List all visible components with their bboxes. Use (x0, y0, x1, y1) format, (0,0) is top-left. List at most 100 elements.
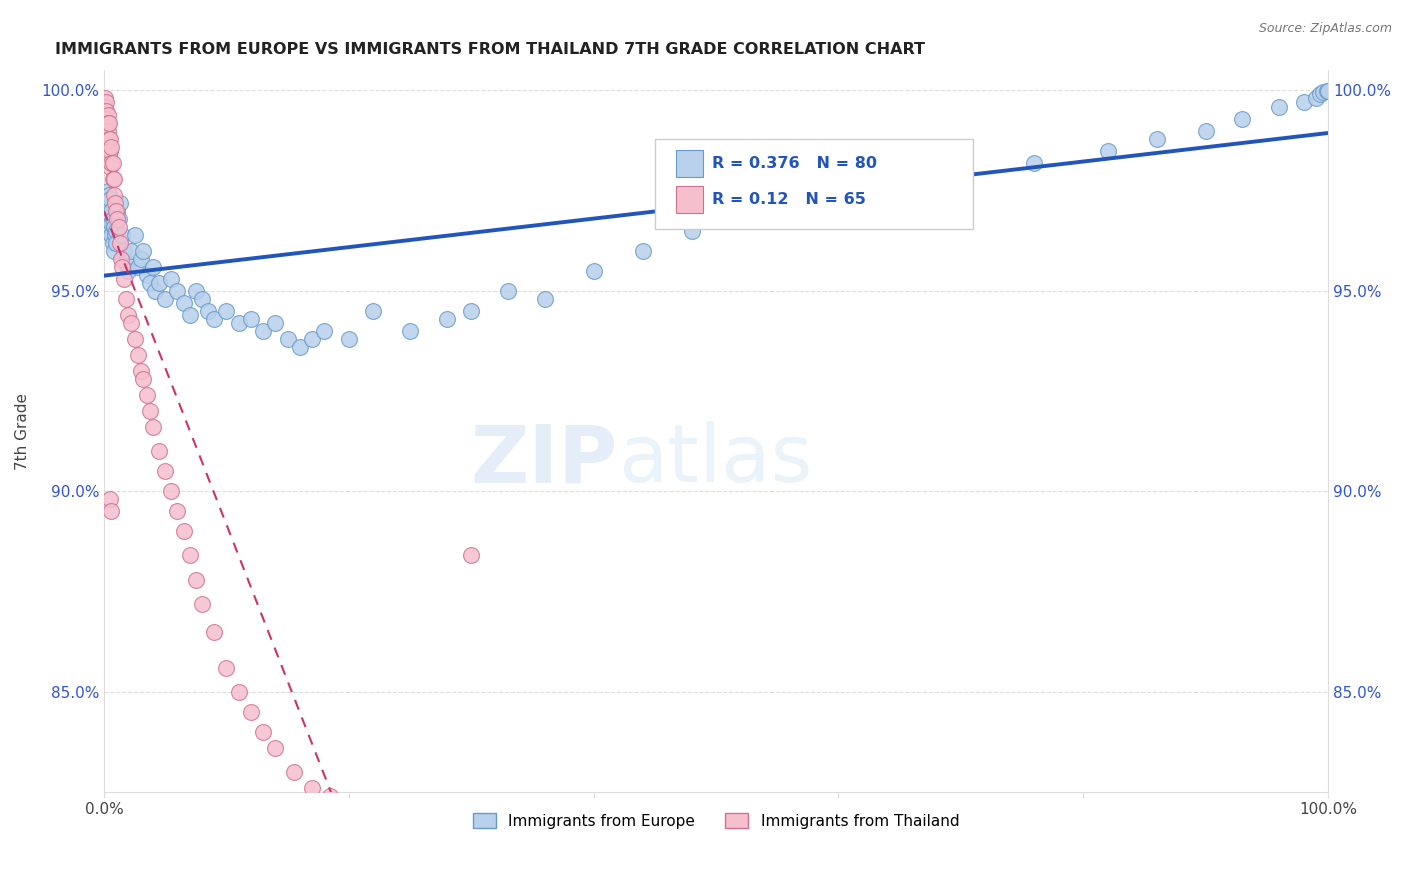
Point (98, 160, 121, 174)
Point (103, 171, 125, 186)
Point (96, 112, 118, 126)
Point (582, 264, 605, 278)
Point (148, 276, 170, 290)
Point (112, 244, 135, 258)
Point (103, 187, 125, 202)
Point (97, 187, 120, 202)
Bar (676, 150, 703, 178)
Point (153, 464, 176, 478)
Point (115, 292, 138, 306)
Point (124, 227, 146, 242)
Point (104, 227, 127, 242)
Point (191, 597, 214, 611)
FancyBboxPatch shape (655, 139, 973, 229)
Point (111, 227, 134, 242)
Point (103, 244, 125, 258)
Point (142, 420, 165, 434)
Point (104, 195, 127, 210)
Point (319, 789, 342, 803)
Point (153, 292, 176, 306)
Point (96, 120, 118, 134)
Point (112, 272, 135, 286)
Point (301, 780, 323, 795)
Point (97, 219, 120, 234)
Point (97, 131, 120, 145)
Point (97, 115, 120, 129)
Point (108, 195, 131, 210)
Point (361, 304, 384, 318)
Point (173, 296, 195, 310)
Point (127, 260, 149, 274)
Point (1312, 86, 1334, 100)
Point (1024, 155, 1046, 169)
Point (264, 316, 287, 330)
Point (1317, 84, 1340, 98)
Text: IMMIGRANTS FROM EUROPE VS IMMIGRANTS FROM THAILAND 7TH GRADE CORRELATION CHART: IMMIGRANTS FROM EUROPE VS IMMIGRANTS FRO… (55, 42, 925, 57)
Text: R = 0.12   N = 65: R = 0.12 N = 65 (713, 192, 866, 207)
Legend: Immigrants from Europe, Immigrants from Thailand: Immigrants from Europe, Immigrants from … (467, 806, 966, 835)
Point (98, 131, 121, 145)
Point (949, 163, 972, 178)
Point (1195, 123, 1218, 137)
Point (97, 200, 120, 214)
Point (117, 308, 139, 322)
Point (1309, 87, 1331, 102)
Point (314, 324, 336, 338)
Point (111, 260, 134, 274)
Point (179, 308, 201, 322)
Point (1097, 144, 1119, 158)
Bar (676, 186, 703, 213)
Point (127, 348, 149, 362)
Point (228, 316, 250, 330)
Point (117, 264, 139, 278)
Point (239, 312, 262, 326)
Point (179, 549, 201, 563)
Text: ZIP: ZIP (471, 421, 619, 499)
Point (631, 244, 654, 258)
Point (135, 268, 157, 282)
Point (460, 304, 482, 318)
Point (132, 372, 155, 386)
Point (97, 115, 120, 129)
Point (107, 211, 129, 226)
Point (96, 103, 118, 118)
Point (97, 211, 120, 226)
Point (803, 195, 825, 210)
Point (160, 484, 183, 499)
Point (100, 139, 122, 153)
Point (191, 292, 214, 306)
Point (101, 211, 124, 226)
Point (139, 404, 162, 418)
Point (239, 705, 262, 719)
Point (135, 388, 157, 402)
Point (1146, 131, 1168, 145)
Point (142, 260, 165, 274)
Point (139, 276, 162, 290)
Point (98, 492, 121, 507)
Point (184, 284, 207, 298)
Point (533, 292, 555, 306)
Point (148, 444, 170, 458)
Point (100, 504, 122, 518)
Point (145, 284, 167, 298)
Point (166, 504, 188, 518)
Point (1292, 95, 1315, 110)
Text: Source: ZipAtlas.com: Source: ZipAtlas.com (1258, 22, 1392, 36)
Point (107, 219, 129, 234)
Point (741, 211, 763, 226)
Point (100, 203, 122, 218)
Point (184, 573, 207, 587)
Point (100, 227, 122, 242)
Point (264, 740, 287, 755)
Point (252, 724, 274, 739)
Point (105, 224, 128, 238)
Point (288, 340, 311, 354)
Point (105, 235, 128, 250)
Point (97, 107, 120, 121)
Y-axis label: 7th Grade: 7th Grade (15, 392, 30, 470)
Point (120, 244, 142, 258)
Point (96, 195, 118, 210)
Point (496, 284, 519, 298)
Point (277, 332, 299, 346)
Point (98, 208, 121, 222)
